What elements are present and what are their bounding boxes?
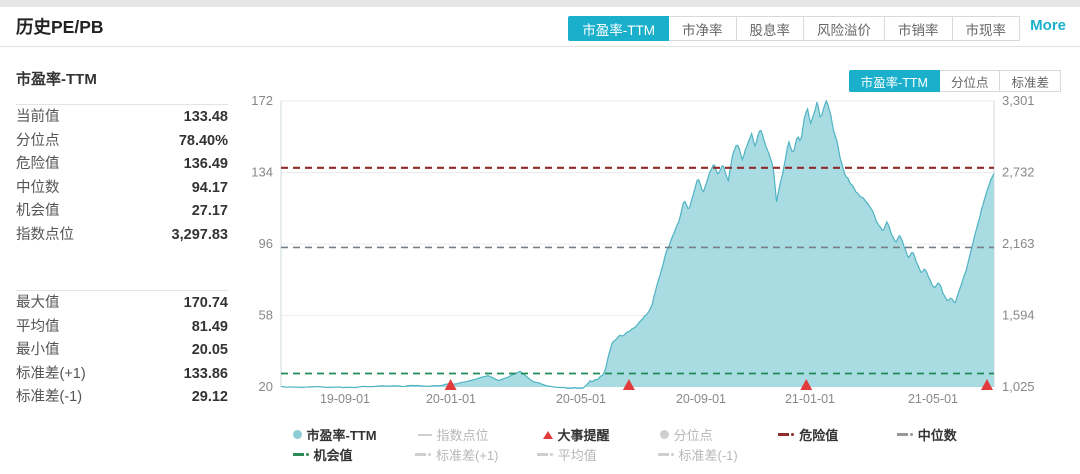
svg-text:20-01-01: 20-01-01 (426, 392, 476, 406)
svg-text:20: 20 (259, 379, 273, 394)
svg-text:1,594: 1,594 (1002, 308, 1035, 323)
svg-text:1,025: 1,025 (1002, 379, 1035, 394)
svg-text:20-09-01: 20-09-01 (676, 392, 726, 406)
svg-text:172: 172 (251, 93, 273, 108)
svg-text:58: 58 (259, 308, 273, 323)
svg-text:21-05-01: 21-05-01 (908, 392, 958, 406)
svg-text:3,301: 3,301 (1002, 93, 1035, 108)
svg-text:20-05-01: 20-05-01 (556, 392, 606, 406)
svg-text:96: 96 (259, 236, 273, 251)
svg-text:21-01-01: 21-01-01 (785, 392, 835, 406)
svg-text:2,163: 2,163 (1002, 236, 1035, 251)
svg-text:2,732: 2,732 (1002, 165, 1035, 180)
svg-text:134: 134 (251, 165, 273, 180)
svg-text:19-09-01: 19-09-01 (320, 392, 370, 406)
